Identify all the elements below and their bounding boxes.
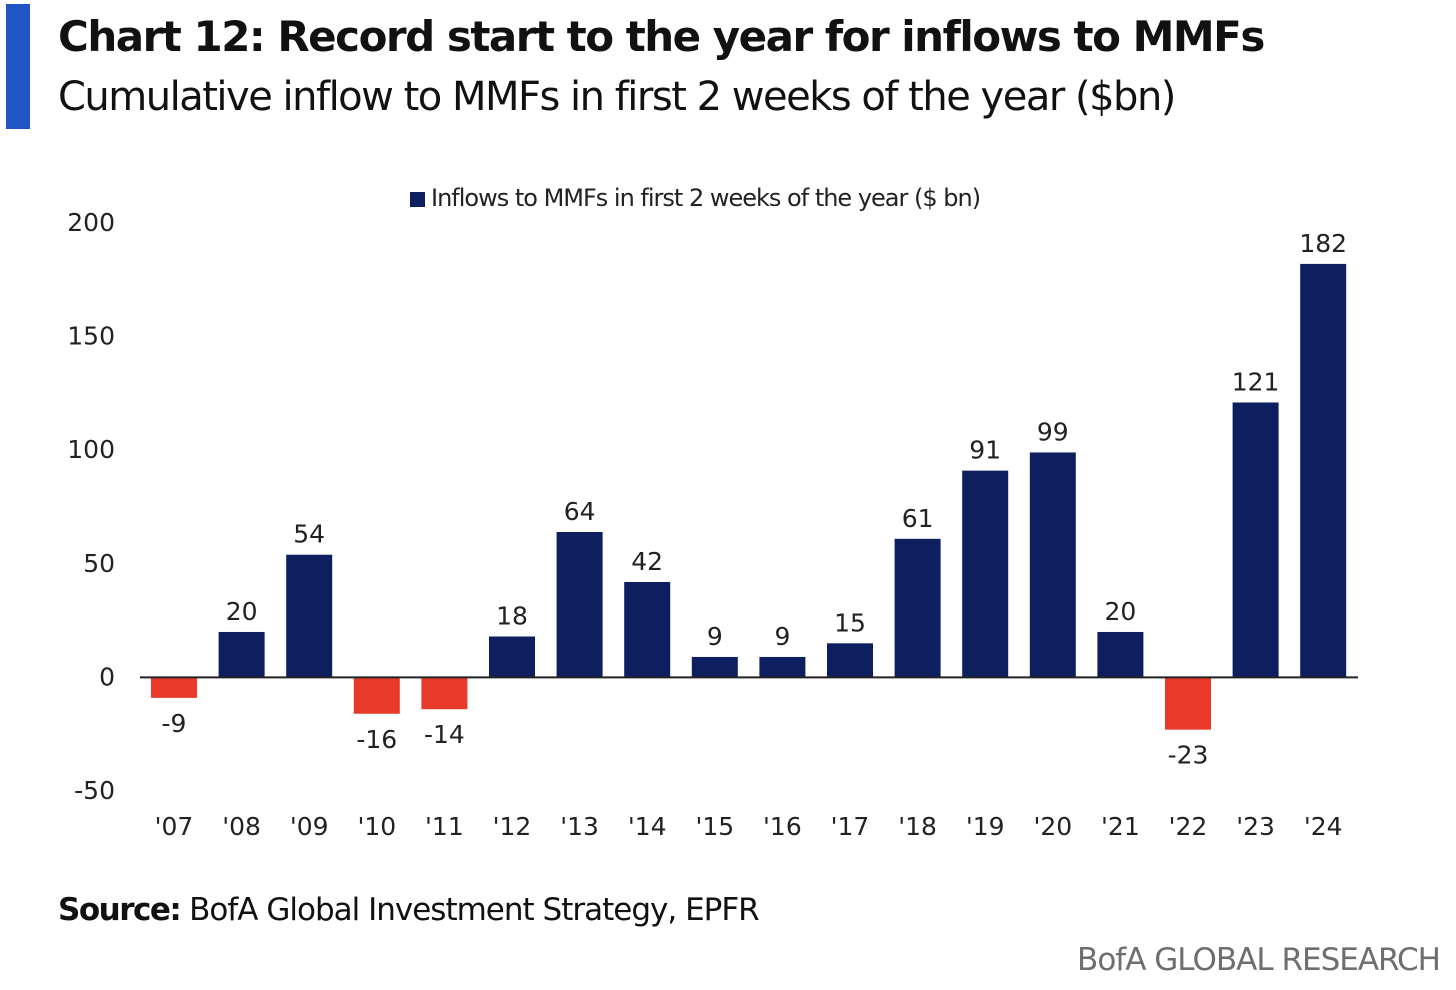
data-label: 99 [1037,417,1069,446]
bar [218,631,265,678]
x-tick-label: '18 [898,812,937,841]
bar [759,656,806,678]
x-tick-label: '15 [695,812,734,841]
source-note: Source: BofA Global Investment Strategy,… [58,892,760,928]
y-tick-label: 200 [67,208,115,237]
data-label: 64 [564,497,596,526]
x-tick-label: '12 [493,812,532,841]
bar [827,643,873,678]
bar [1300,263,1347,678]
x-tick-label: '07 [155,812,194,841]
bar [624,581,671,678]
x-tick-label: '24 [1304,812,1343,841]
chart-subtitle: Cumulative inflow to MMFs in first 2 wee… [58,74,1176,120]
bar [962,470,1009,678]
bar [421,677,468,710]
data-label: 20 [226,597,258,626]
x-tick-label: '20 [1033,812,1072,841]
bar [353,677,400,714]
bar [151,677,197,698]
x-tick-label: '13 [560,812,599,841]
data-label: 91 [969,436,1001,465]
x-tick-label: '23 [1236,812,1275,841]
data-label: 54 [293,520,325,549]
bar [691,656,738,678]
bar [894,538,941,678]
data-label: 9 [774,622,790,651]
data-label: 18 [496,602,528,631]
x-tick-label: '22 [1169,812,1208,841]
data-label: 121 [1232,367,1280,396]
data-label: 182 [1299,229,1347,258]
data-label: 9 [707,622,723,651]
x-tick-label: '19 [966,812,1005,841]
bar [489,636,535,678]
data-label: -9 [162,709,187,738]
chart-title: Chart 12: Record start to the year for i… [58,12,1265,61]
x-tick-label: '16 [763,812,802,841]
x-tick-label: '21 [1101,812,1140,841]
bar [1232,402,1279,678]
data-label: -23 [1168,741,1209,770]
y-tick-label: 0 [99,662,115,691]
title-accent-bar [6,4,30,129]
source-text: BofA Global Investment Strategy, EPFR [189,892,760,928]
bar-chart: 200 150 100 50 0 -50 Inflows to MMFs in first … [67,184,1358,841]
y-tick-label: 150 [67,322,115,351]
x-tick-label: '14 [628,812,667,841]
data-label: 15 [834,608,866,637]
source-label: Source: [58,892,182,928]
bar [1165,677,1211,730]
data-label: -16 [356,725,397,754]
bar [1029,452,1076,678]
y-tick-label: 50 [83,549,115,578]
y-tick-label: 100 [67,435,115,464]
bar [556,531,603,678]
data-label: 61 [902,504,934,533]
legend-label: Inflows to MMFs in first 2 weeks of the … [431,184,980,212]
x-tick-label: '08 [222,812,261,841]
legend-swatch [410,192,425,207]
x-tick-label: '11 [425,812,464,841]
x-tick-label: '09 [290,812,329,841]
bar [1097,631,1144,678]
y-tick-label: -50 [74,776,115,805]
bar [286,554,333,678]
data-label: 42 [631,547,663,576]
brand-mark: BofA GLOBAL RESEARCH [1077,942,1441,978]
data-label: 20 [1104,597,1136,626]
data-label: -14 [424,720,465,749]
x-tick-label: '10 [357,812,396,841]
x-tick-label: '17 [831,812,870,841]
